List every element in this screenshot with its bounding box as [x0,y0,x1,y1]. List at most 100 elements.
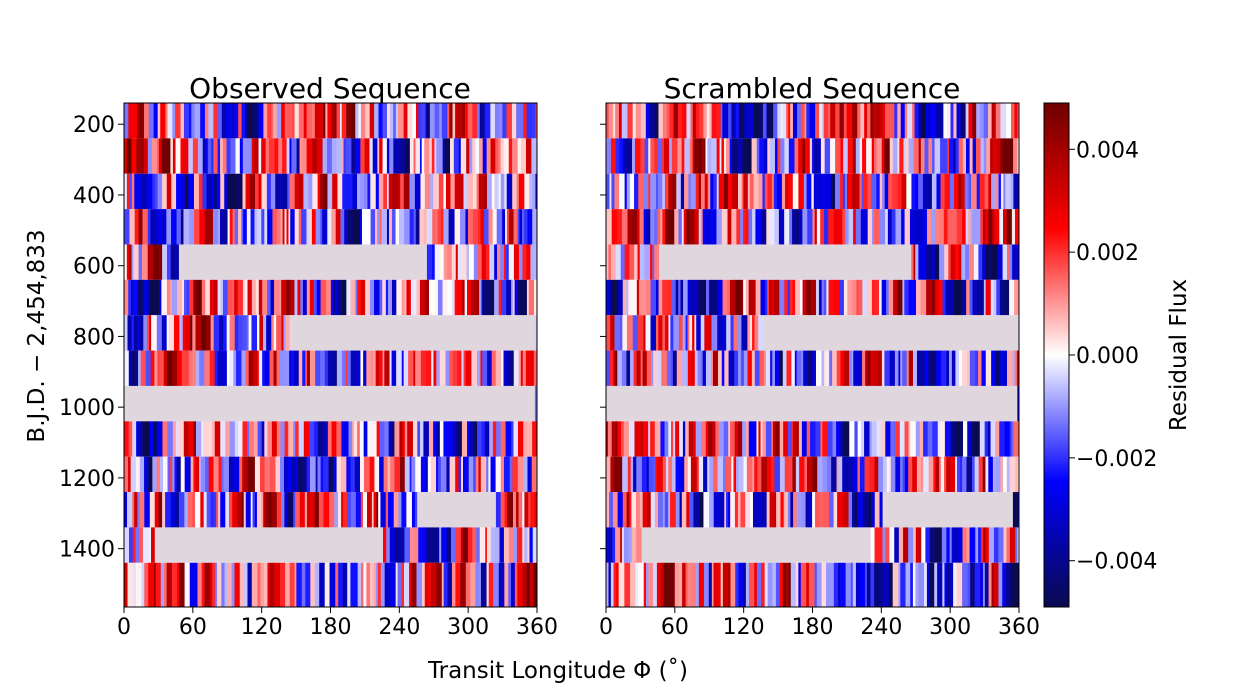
flux-cell [355,103,359,139]
flux-cell [640,103,647,139]
flux-cell [512,173,518,210]
flux-cell [332,350,336,386]
flux-cell [370,173,377,210]
flux-cell [455,562,461,607]
flux-cell [753,173,759,210]
gap-cell [124,385,130,422]
flux-cell [754,103,760,139]
flux-cell [670,350,674,386]
flux-cell [331,421,337,457]
flux-cell [145,350,152,386]
flux-cell [815,492,820,528]
gap-cell [213,244,218,280]
flux-cell [366,562,371,607]
flux-cell [799,456,805,493]
x-tick-label: 240 [378,615,420,640]
flux-cell [518,492,523,528]
flux-cell [798,421,803,457]
gap-cell [248,244,253,280]
flux-cell [164,562,168,607]
flux-cell [352,173,358,210]
flux-cell [664,173,669,210]
flux-cell [212,562,216,607]
gap-cell [362,385,366,422]
flux-cell [296,138,300,174]
flux-cell [789,209,793,245]
flux-cell [902,456,906,493]
flux-cell [437,209,442,245]
gap-cell [145,385,148,422]
flux-cell [308,173,313,210]
flux-cell [920,138,925,174]
flux-cell [428,562,432,607]
flux-cell [351,138,356,174]
gap-cell [317,385,324,422]
gap-cell [671,385,678,422]
flux-cell [713,456,718,493]
gap-cell [191,527,196,563]
gap-cell [418,385,425,422]
flux-cell [908,421,911,457]
flux-cell [690,279,694,316]
flux-cell [152,456,157,493]
flux-cell [216,492,219,528]
flux-cell [969,279,973,316]
flux-cell [711,138,718,174]
flux-cell [754,350,760,386]
gap-cell [490,385,493,422]
flux-cell [908,138,915,174]
gap-cell [763,315,770,351]
flux-cell [443,562,448,607]
flux-cell [442,279,448,316]
gap-cell [326,244,330,280]
gap-cell [883,315,887,351]
flux-cell [740,279,744,316]
flux-cell [181,350,186,386]
flux-cell [420,173,426,210]
gap-cell [698,385,702,422]
gap-cell [708,244,715,280]
flux-cell [214,421,221,457]
flux-cell [258,103,264,139]
flux-cell [439,350,446,386]
flux-cell [698,138,703,174]
flux-cell [744,103,749,139]
flux-cell [752,209,756,245]
gap-cell [204,527,210,563]
flux-cell [309,350,316,386]
flux-cell [383,173,388,210]
flux-cell [717,279,723,316]
flux-cell [885,527,890,563]
flux-cell [165,456,168,493]
flux-cell [427,103,431,139]
flux-cell [904,279,910,316]
flux-cell [796,492,802,528]
flux-cell [978,527,982,563]
flux-cell [452,421,457,457]
gap-cell [164,527,169,563]
gap-cell [952,492,958,528]
flux-cell [425,103,429,139]
flux-cell [972,209,977,245]
flux-cell [479,562,482,607]
flux-cell [814,562,818,607]
flux-cell [480,350,483,386]
flux-cell [740,350,745,386]
flux-cell [888,562,894,607]
flux-cell [276,350,281,386]
flux-cell [138,421,143,457]
flux-cell [644,138,649,174]
flux-cell [628,315,634,351]
flux-cell [804,138,811,174]
flux-cell [284,492,288,528]
flux-cell [1006,350,1014,386]
flux-cell [516,173,520,210]
flux-cell [762,421,767,457]
flux-cell [157,350,160,386]
flux-cell [494,173,500,210]
flux-cell [804,103,807,139]
flux-cell [728,421,731,457]
flux-cell [746,456,753,493]
flux-cell [832,350,838,386]
flux-cell [846,103,853,139]
